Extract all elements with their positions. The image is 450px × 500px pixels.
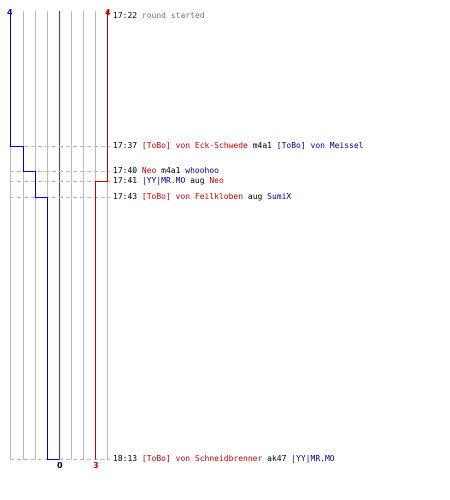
event-weapon: ak47 (262, 454, 292, 463)
event-player: [ToBo] von Eck-Schwede (141, 141, 248, 150)
event-entry: 17:43 [ToBo] von Feilkloben aug SumiX (113, 192, 291, 202)
event-weapon: m4a1 (247, 141, 277, 150)
event-player: |YY|MR.MO (141, 176, 186, 185)
red-score-line (95, 11, 108, 460)
blue-score-top: 4 (7, 8, 13, 17)
event-weapon: m4a1 (156, 166, 186, 175)
event-entry: 17:37 [ToBo] von Eck-Schwede m4a1 [ToBo]… (113, 141, 363, 151)
event-player: whoohoo (185, 166, 219, 175)
blue-score-line (10, 11, 60, 460)
event-weapon: aug (243, 192, 268, 201)
event-entry: 17:22 round started (113, 11, 205, 21)
event-entry: 17:41 |YY|MR.MO aug Neo (113, 176, 224, 186)
blue-score-bottom: 0 (57, 461, 63, 470)
event-player: [ToBo] von Meissel (276, 141, 364, 150)
event-player: [ToBo] von Schneidbrenner (141, 454, 263, 463)
red-score-bottom: 3 (93, 461, 99, 470)
event-time: 17:40 (113, 166, 142, 175)
grid-lines (10, 11, 108, 460)
event-player: |YY|MR.MO (291, 454, 335, 463)
event-weapon: aug (185, 176, 210, 185)
event-time: 17:41 (113, 176, 142, 185)
red-score-top: 4 (105, 8, 111, 17)
event-time: 17:43 (113, 192, 142, 201)
event-entry: 17:40 Neo m4a1 whoohoo (113, 166, 219, 176)
event-player: Neo (209, 176, 224, 185)
event-player: [ToBo] von Feilkloben (141, 192, 244, 201)
event-player: Neo (141, 166, 157, 175)
event-time: 17:22 (113, 11, 142, 20)
event-text: round started (141, 11, 205, 20)
event-player: SumiX (267, 192, 292, 201)
event-time: 18:13 (113, 454, 142, 463)
event-time: 17:37 (113, 141, 142, 150)
event-entry: 18:13 [ToBo] von Schneidbrenner ak47 |YY… (113, 454, 335, 464)
